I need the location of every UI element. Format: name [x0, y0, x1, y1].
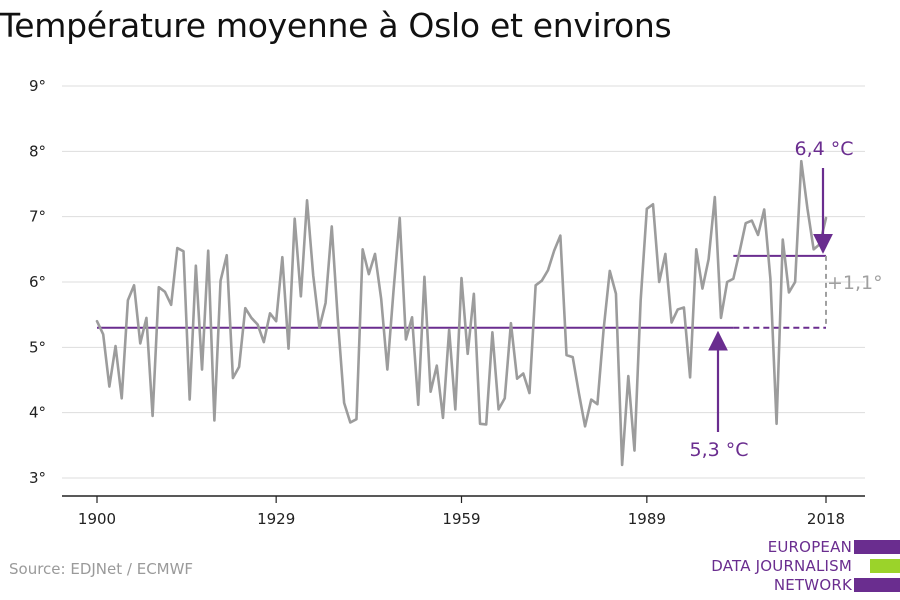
y-tick-label-4: 4°: [29, 404, 46, 422]
logo-bar-green: [870, 559, 900, 573]
difference-label: +1,1°: [827, 272, 883, 294]
temperature-series: [95, 159, 828, 467]
logo-line-1: EUROPEAN: [767, 538, 852, 556]
x-tick-label-1959: 1959: [442, 510, 480, 528]
logo-bar-purple-top: [854, 540, 900, 554]
logo-bar-purple-bottom: [854, 578, 900, 592]
y-tick-label-7: 7°: [29, 208, 46, 226]
y-tick-label-9: 9°: [29, 77, 46, 95]
source-credit: Source: EDJNet / ECMWF: [9, 560, 194, 578]
reference-average-label: 5,3 °C: [689, 439, 748, 461]
x-tick-label-1900: 1900: [78, 510, 116, 528]
x-axis-ticks: 1900 1929 1959 1989 2018: [78, 496, 845, 528]
x-tick-label-1989: 1989: [628, 510, 666, 528]
grid-lines: [62, 85, 865, 479]
edjnet-logo: EUROPEAN DATA JOURNALISM NETWORK: [700, 538, 900, 594]
annotations: 6,4 °C 5,3 °C +1,1°: [689, 138, 882, 461]
recent-average-label: 6,4 °C: [794, 138, 853, 160]
y-axis-ticks: 3° 4° 5° 6° 7° 8° 9°: [29, 77, 46, 487]
y-tick-label-8: 8°: [29, 142, 46, 160]
y-tick-label-6: 6°: [29, 273, 46, 291]
logo-line-3: NETWORK: [773, 576, 852, 594]
x-tick-label-1929: 1929: [257, 510, 295, 528]
chart-title: Température moyenne à Oslo et environs: [0, 6, 672, 45]
y-tick-label-5: 5°: [29, 338, 46, 356]
x-tick-label-2018: 2018: [807, 510, 845, 528]
y-tick-label-3: 3°: [29, 469, 46, 487]
temperature-series-line: [95, 159, 828, 467]
logo-line-2: DATA JOURNALISM: [711, 557, 852, 575]
